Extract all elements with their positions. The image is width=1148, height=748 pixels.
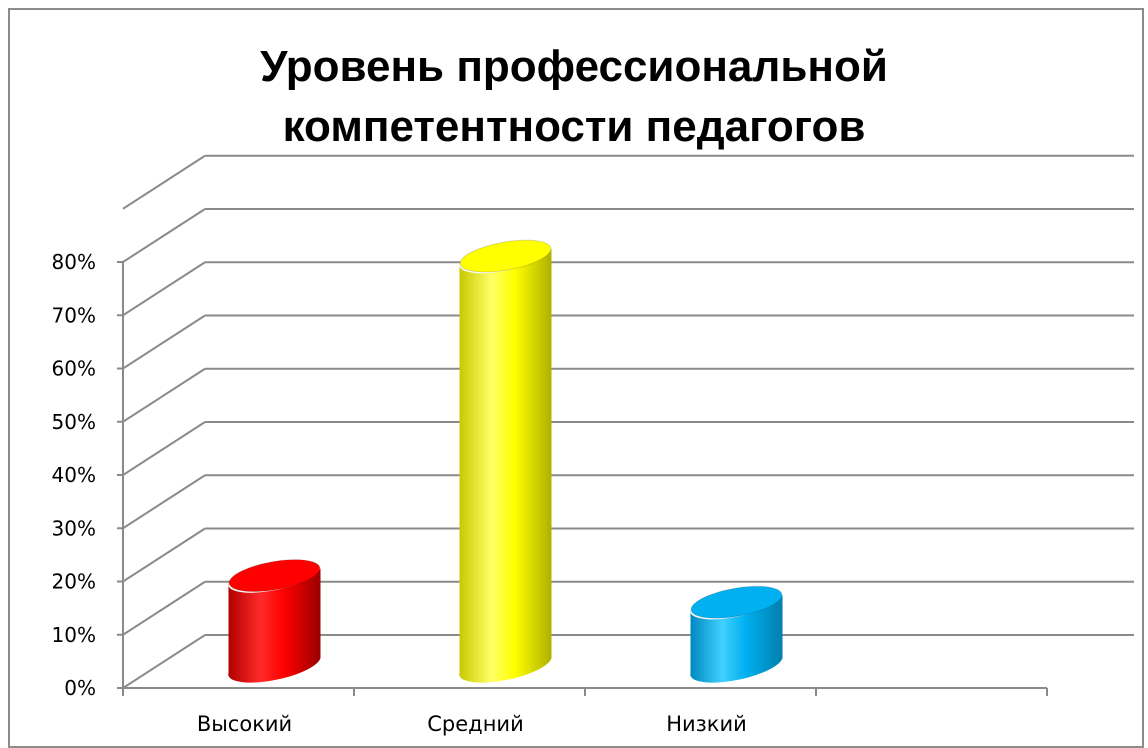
gridline-depth bbox=[122, 208, 206, 263]
bar-body bbox=[459, 248, 552, 683]
y-tick-label: 30% bbox=[52, 516, 96, 540]
y-tick-label: 80% bbox=[52, 250, 96, 274]
y-tick-label: 0% bbox=[64, 676, 96, 700]
x-category-label: Высокий bbox=[197, 712, 292, 736]
chart-frame bbox=[8, 8, 1144, 748]
gridline-depth bbox=[122, 421, 206, 476]
chart-title-line-2: компетентности педагогов bbox=[282, 102, 866, 151]
x-category-label: Низкий bbox=[666, 712, 747, 736]
gridline-depth bbox=[122, 314, 206, 370]
y-tick-label: 20% bbox=[52, 570, 96, 594]
gridline-depth bbox=[122, 474, 206, 530]
chart-title-line-1: Уровень профессиональной bbox=[260, 42, 888, 91]
bar-top-cap bbox=[459, 239, 552, 273]
gridline-depth bbox=[122, 634, 206, 689]
bar-body bbox=[228, 568, 321, 683]
x-category-label: Средний bbox=[427, 712, 523, 736]
gridline-depth bbox=[122, 154, 206, 210]
gridline-depth bbox=[122, 261, 206, 317]
y-tick-label: 40% bbox=[52, 463, 96, 487]
bar-top-cap bbox=[228, 559, 321, 593]
bar-top-cap bbox=[690, 585, 783, 619]
bar-3 bbox=[690, 585, 783, 683]
y-tick-label: 50% bbox=[52, 410, 96, 434]
gridline-depth bbox=[122, 527, 206, 583]
y-tick-label: 70% bbox=[52, 303, 96, 327]
bar-1 bbox=[228, 559, 321, 683]
y-tick-label: 60% bbox=[52, 357, 96, 381]
bar-2 bbox=[459, 239, 552, 683]
gridline-depth bbox=[122, 580, 206, 636]
gridline-depth bbox=[122, 367, 206, 423]
y-tick-label: 10% bbox=[52, 623, 96, 647]
bar-body bbox=[690, 594, 783, 683]
